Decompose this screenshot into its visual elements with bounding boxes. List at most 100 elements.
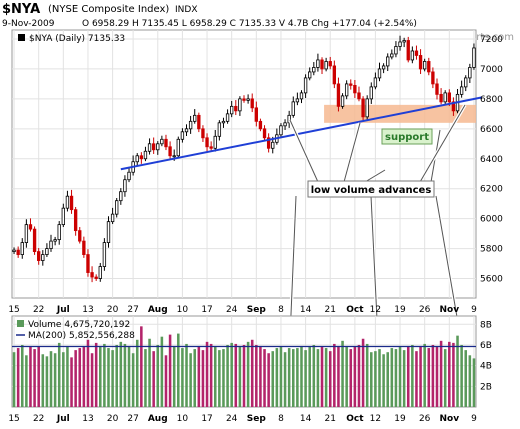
x-tick-label: Jul <box>56 414 70 424</box>
candle-body <box>90 272 94 278</box>
candle-body <box>98 266 102 279</box>
candle-body <box>336 83 341 107</box>
price-tick-label: 5600 <box>480 275 503 285</box>
volume-bar <box>70 357 73 407</box>
legend-label: $NYA (Daily) 7135.33 <box>29 34 125 44</box>
candle-body <box>73 209 78 232</box>
candle-body <box>464 77 468 88</box>
callout-line <box>419 104 466 183</box>
candle-body <box>12 249 16 252</box>
candle-body <box>373 77 378 88</box>
candle-body <box>254 107 258 122</box>
candle-body <box>435 83 439 95</box>
volume-bar <box>62 352 65 407</box>
volume-bar <box>37 345 40 407</box>
volume-bar <box>115 344 118 407</box>
candle-body <box>225 113 230 122</box>
candle-body <box>139 155 144 160</box>
candle-body <box>266 137 271 149</box>
volume-bar <box>419 345 422 407</box>
volume-bar <box>452 342 455 407</box>
candle-body <box>312 67 316 73</box>
volume-bar <box>29 347 32 407</box>
candle-body <box>106 221 111 244</box>
candle-body <box>279 125 283 136</box>
candle-body <box>287 114 291 124</box>
price-tick-label: 7000 <box>480 65 503 75</box>
volume-bar <box>345 345 348 407</box>
x-tick-label: Oct <box>346 305 364 315</box>
volume-bar <box>357 344 361 407</box>
volume-bar <box>103 343 106 407</box>
candle-body <box>45 248 49 255</box>
x-axis-labels-top: 15 22 Jul 13 20 27 Aug 10 17 24 Sep 8 14 21 Oct 12 19 26 N… <box>8 305 477 315</box>
volume-bar <box>57 342 61 407</box>
volume-bar <box>415 351 418 407</box>
candle-body <box>49 240 53 249</box>
chart-symbol: $NYA <box>2 2 40 17</box>
x-tick-label: 27 <box>127 414 138 424</box>
volume-bar <box>213 347 217 407</box>
candle-body <box>32 228 37 252</box>
candle-body <box>135 155 139 163</box>
volume-bar <box>140 326 143 407</box>
x-tick-label: 19 <box>394 414 406 424</box>
volume-bar <box>66 345 69 407</box>
price-tick-label: 6400 <box>480 155 503 165</box>
volume-bar <box>12 352 16 407</box>
volume-bar <box>127 345 131 407</box>
volume-bar <box>390 348 394 407</box>
x-tick-label: 26 <box>419 414 431 424</box>
x-tick-label: 8 <box>278 414 284 424</box>
x-tick-label: 14 <box>300 305 312 315</box>
candle-body <box>357 92 361 100</box>
volume-bar <box>193 349 196 407</box>
candle-body <box>422 61 427 70</box>
x-tick-label: 10 <box>177 414 189 424</box>
candle-body <box>262 128 267 139</box>
support-label: support <box>385 132 429 143</box>
candle-body <box>377 68 382 79</box>
candle-body <box>160 138 164 145</box>
volume-bar <box>304 350 307 407</box>
volume-bar <box>431 344 435 407</box>
candle-body <box>447 92 451 103</box>
volume-bar <box>316 349 320 407</box>
volume-bar <box>86 339 90 407</box>
volume-bar <box>427 348 431 407</box>
volume-bar <box>320 347 324 407</box>
volume-bar <box>16 348 20 407</box>
volume-legend: Volume 4,675,720,192 MA(200) 5,852,556,2… <box>16 320 135 341</box>
callout-line <box>289 195 297 339</box>
low-volume-label-box <box>307 180 435 198</box>
volume-bar <box>168 334 172 407</box>
price-legend: $NYA (Daily) 7135.33 <box>18 34 125 44</box>
candle-body <box>303 77 308 94</box>
x-tick-label: Nov <box>440 305 460 315</box>
candle-body <box>53 239 57 242</box>
candle-body <box>349 83 353 86</box>
candle-body <box>94 276 98 279</box>
candle-body <box>123 179 127 193</box>
volume-bar <box>337 345 340 407</box>
volume-bar <box>460 344 463 407</box>
candle-body <box>168 146 172 157</box>
x-tick-label: 19 <box>394 305 406 315</box>
candle-body <box>28 224 33 230</box>
volume-legend-swatch <box>17 320 24 327</box>
candle-body <box>344 83 349 97</box>
x-tick-label: 22 <box>33 305 44 315</box>
candle-body <box>258 120 263 130</box>
candle-body <box>197 114 201 130</box>
x-tick-label: 24 <box>226 414 238 424</box>
x-tick-label: 20 <box>107 305 119 315</box>
volume-bar <box>234 343 238 407</box>
volume-bar <box>341 340 344 407</box>
volume-bar <box>185 343 188 407</box>
volume-bar <box>226 344 229 407</box>
price-tick-label: 6600 <box>480 125 503 135</box>
volume-bar <box>263 349 266 407</box>
volume-bar <box>135 339 139 407</box>
volume-bar <box>189 353 192 407</box>
volume-bar <box>423 343 426 407</box>
